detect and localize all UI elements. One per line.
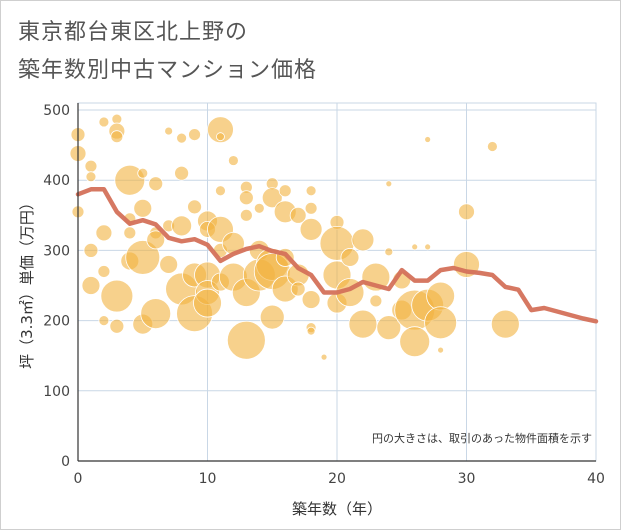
bubble-point: [458, 203, 475, 221]
bubble-point: [301, 290, 321, 309]
bubble-point: [376, 315, 402, 341]
bubble-point: [424, 136, 432, 143]
y-tick-label: 300: [43, 243, 70, 259]
x-tick-label: 0: [74, 471, 83, 487]
x-tick-label: 20: [328, 471, 346, 487]
bubble-point: [85, 171, 97, 183]
bubble-point: [239, 208, 253, 222]
bubble-point: [159, 255, 179, 274]
bubble-point: [171, 215, 193, 237]
bubble-point: [146, 230, 166, 250]
bubble-point: [306, 326, 316, 336]
bubble-point: [299, 217, 323, 241]
x-tick-label: 30: [458, 471, 476, 487]
bubble-point: [424, 243, 432, 251]
bubble-point: [304, 201, 318, 215]
bubble-point: [437, 346, 445, 354]
bubble-point: [81, 276, 101, 295]
bubble-point: [289, 206, 307, 224]
bubble-point: [84, 159, 98, 173]
bubble-point: [486, 141, 498, 152]
bubble-point: [140, 298, 172, 329]
y-tick-label: 200: [43, 314, 70, 330]
bubble-point: [384, 247, 394, 257]
bubble-point: [83, 243, 99, 258]
bubble-point: [193, 288, 222, 318]
bubble-point: [125, 240, 161, 275]
bubble-point: [320, 353, 328, 361]
bubble-point: [148, 176, 164, 192]
bubble-point: [110, 130, 124, 144]
bubble-point: [290, 281, 306, 297]
y-tick-label: 0: [61, 454, 70, 470]
bubble-point: [187, 199, 202, 215]
bubble-point: [385, 180, 393, 188]
bubble-point: [176, 132, 188, 144]
chart-title-line2: 築年数別中古マンション価格: [18, 58, 318, 83]
bubble-point: [226, 320, 266, 360]
bubble-size-note: 円の大きさは、取引のあった物件面積を示す: [372, 431, 592, 445]
bubble-point: [253, 202, 265, 214]
bubble-point: [261, 187, 283, 209]
bubble-point: [98, 315, 110, 327]
bubble-point: [227, 155, 239, 166]
average-price-line: [75, 187, 599, 324]
x-axis-label: 築年数（年）: [292, 500, 382, 518]
y-axis-label: 坪（3.3㎡）単価（万円）: [18, 195, 36, 369]
bubble-point: [399, 326, 431, 358]
bubble-point: [424, 306, 458, 340]
bubble-point: [207, 116, 234, 144]
bubble-point: [238, 190, 254, 206]
bubble-point: [340, 248, 360, 267]
bubble-point: [137, 167, 149, 179]
bubble-point: [426, 281, 456, 311]
bubble-point: [188, 128, 201, 141]
x-tick-label: 40: [587, 471, 605, 487]
bubble-layer: [69, 113, 520, 361]
bubble-point: [305, 185, 317, 197]
bubble-point: [174, 165, 190, 181]
x-tick-label: 10: [199, 471, 217, 487]
bubble-point: [369, 294, 383, 308]
chart-title-line1: 東京都台東区北上野の: [18, 20, 249, 45]
trend-line-layer: [75, 187, 599, 324]
bubble-point: [259, 304, 285, 330]
bubble-point: [100, 279, 134, 313]
y-tick-label: 100: [43, 384, 70, 400]
bubble-point: [133, 198, 153, 218]
bubble-point: [123, 226, 137, 240]
bubble-point: [109, 318, 125, 334]
bubble-point: [278, 184, 292, 198]
bubble-point: [351, 228, 375, 252]
bubble-point: [490, 309, 520, 339]
bubble-point: [97, 265, 111, 278]
bubble-point: [348, 309, 378, 339]
y-tick-label: 400: [43, 173, 70, 189]
bubble-point: [114, 164, 146, 196]
bubble-point: [95, 224, 113, 242]
bubble-point: [411, 243, 419, 251]
bubble-point: [215, 185, 226, 197]
bubble-point: [98, 116, 110, 128]
bubble-point: [111, 113, 123, 125]
y-tick-label: 500: [43, 103, 70, 119]
bubble-point: [216, 132, 225, 142]
bubble-point: [164, 126, 174, 136]
